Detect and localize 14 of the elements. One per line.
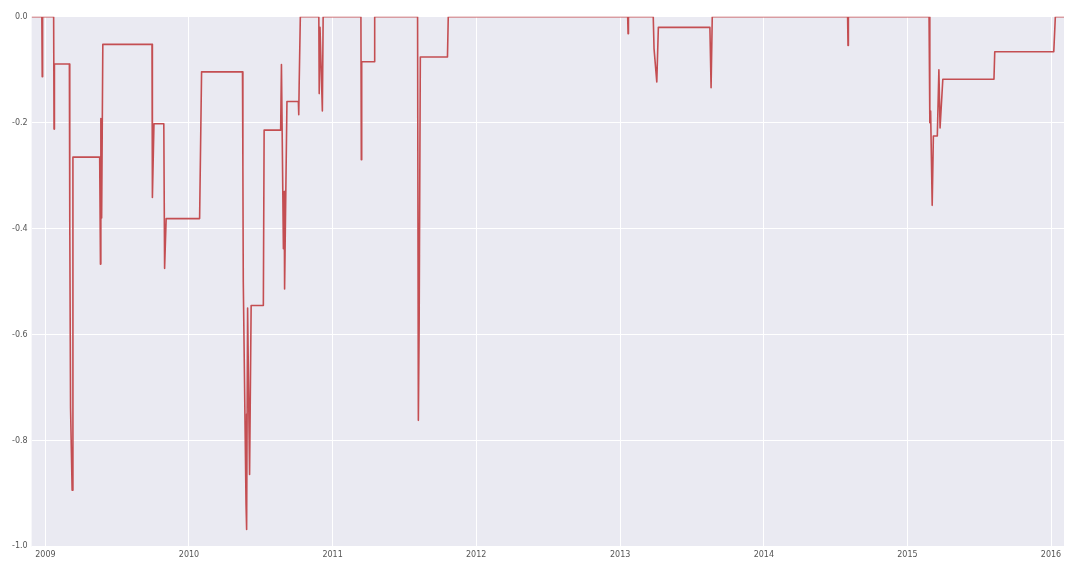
y-tick-label: -0.6 [12, 329, 28, 339]
y-tick-label: -0.8 [12, 435, 28, 445]
x-tick-label: 2015 [897, 550, 918, 560]
x-tick-label: 2012 [466, 550, 487, 560]
x-tick-label: 2014 [753, 550, 774, 560]
y-tick-label: -0.4 [12, 223, 28, 233]
y-tick-label: -0.2 [12, 117, 28, 127]
y-tick-label: -1.0 [12, 541, 28, 551]
x-tick-label: 2010 [178, 550, 200, 560]
y-tick-label: 0.0 [14, 11, 28, 21]
x-tick-label: 2016 [1040, 550, 1062, 560]
x-tick-label: 2011 [322, 550, 343, 560]
x-tick-label: 2013 [610, 550, 631, 560]
x-tick-label: 2009 [35, 550, 56, 560]
